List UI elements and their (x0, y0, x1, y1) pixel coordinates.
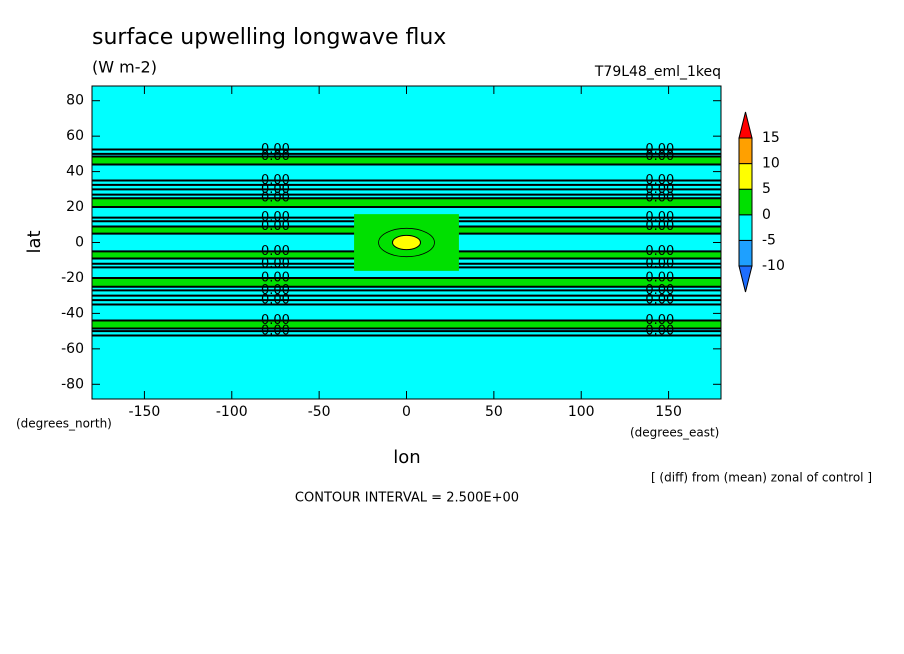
field: 0.00 0.000.00 0.000.00 0.000.00 0.000.00 0.00… (92, 86, 721, 399)
contour-label: 0.00 (645, 173, 674, 188)
contour-label: 0.00 (645, 324, 674, 339)
contour-label: 0.00 (645, 313, 674, 328)
contour-label: 0.00 (261, 149, 290, 164)
contour-label: 0.00 (645, 219, 674, 234)
contour-label: 0.00 (645, 244, 674, 259)
x-tick-label: -100 (216, 404, 248, 420)
inner-contour (378, 227, 435, 258)
filled-region (92, 198, 721, 208)
contour-label: 0.00 (645, 256, 674, 271)
y-tick-label: -40 (61, 305, 84, 321)
contour-label: 0.00 (645, 149, 674, 164)
y-tick-label: 80 (66, 93, 84, 109)
chart-title: surface upwelling longwave flux (92, 25, 446, 50)
y-tick-label: 60 (66, 128, 84, 144)
contour-label: 0.00 (261, 244, 290, 259)
colorbar-label: 5 (762, 181, 771, 197)
contour-label: 0.00 (261, 270, 290, 285)
colorbar-label: -5 (762, 232, 776, 248)
filled-region (92, 277, 721, 287)
colorbar-label: 10 (762, 156, 780, 172)
filled-region (92, 156, 721, 165)
y-tick-label: 20 (66, 199, 84, 215)
contour-label: 0.00 (261, 256, 290, 271)
contour-label: 0.00 (261, 142, 290, 157)
contour-label: 0.00 (645, 293, 674, 308)
contour-label: 0.00 (645, 283, 674, 298)
colorbar-box (738, 239, 753, 267)
y-tick-label: -60 (61, 341, 84, 357)
contour-label: 0.00 (261, 293, 290, 308)
x-axis-label: lon (393, 447, 420, 468)
colorbar-box (738, 137, 753, 165)
x-tick-label: -150 (129, 404, 161, 420)
contour-label: 0.00 (645, 270, 674, 285)
x-tick-label: 0 (402, 404, 411, 420)
contour-label: 0.00 (645, 142, 674, 157)
contour-label: 0.00 (261, 313, 290, 328)
contour-interval: CONTOUR INTERVAL = 2.500E+00 (295, 491, 519, 506)
filled-region (392, 234, 421, 251)
chart-subtitle: (W m-2) (92, 58, 157, 77)
contour-label: 0.00 (261, 219, 290, 234)
x-tick-label: 50 (485, 404, 503, 420)
x-units: (degrees_east) (630, 426, 719, 440)
colorbar-triangle (738, 265, 753, 293)
footnote: [ (diff) from (mean) zonal of control ] (651, 471, 872, 485)
contour-label: 0.00 (261, 191, 290, 206)
contour-label: 0.00 (645, 210, 674, 225)
filled-region (92, 320, 721, 329)
y-tick-label: -80 (61, 376, 84, 392)
x-tick-label: 150 (655, 404, 682, 420)
contour-label: 0.00 (261, 182, 290, 197)
contour-label: 0.00 (645, 182, 674, 197)
colorbar-label: -10 (762, 258, 785, 274)
y-units: (degrees_north) (16, 417, 112, 431)
contour-label: 0.00 (261, 173, 290, 188)
y-tick-label: -20 (61, 270, 84, 286)
contour-label: 0.00 (261, 324, 290, 339)
contour-label: 0.00 (261, 210, 290, 225)
contour-label: 0.00 (261, 283, 290, 298)
y-tick-label: 0 (75, 235, 84, 251)
y-axis-label: lat (24, 230, 45, 253)
contour-label: 0.00 (645, 191, 674, 206)
run-label: T79L48_eml_1keq (594, 64, 721, 80)
colorbar-box (738, 188, 753, 216)
x-tick-label: 100 (568, 404, 595, 420)
colorbar-label: 0 (762, 207, 771, 223)
plot-area: 0.00 0.000.00 0.000.00 0.000.00 0.000.00 0.00… (61, 85, 722, 420)
colorbar-label: 15 (762, 130, 780, 146)
y-tick-label: 40 (66, 164, 84, 180)
colorbar-box (738, 214, 753, 241)
colorbar-triangle (738, 111, 753, 139)
x-tick-label: -50 (308, 404, 331, 420)
colorbar-box (738, 163, 753, 190)
